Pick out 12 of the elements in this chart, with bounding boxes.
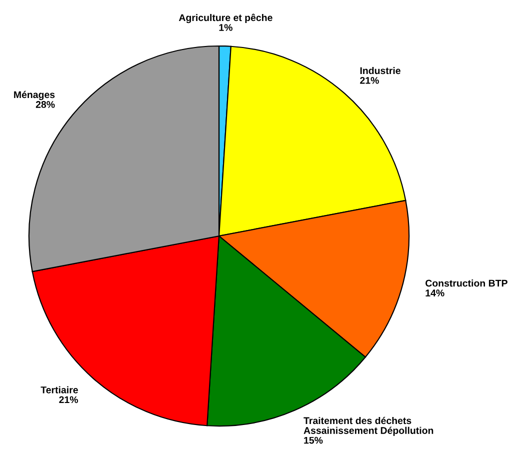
- slice-label: Tertiaire: [40, 386, 78, 394]
- data-label: 21%: [360, 76, 379, 84]
- slice-label: Industrie: [360, 66, 400, 74]
- slice-label: Agriculture et pêche: [178, 14, 272, 24]
- data-label: 1%: [219, 24, 232, 31]
- slice-label: Construction BTP: [426, 280, 508, 287]
- data-label: 15%: [304, 436, 323, 444]
- data-label: 28%: [36, 101, 55, 108]
- data-label: 14%: [426, 290, 444, 296]
- slice-label: Traitement des déchets Assainissement Dépollution: [304, 416, 434, 436]
- slice-label: Ménages: [14, 90, 55, 100]
- data-label: 21%: [59, 396, 78, 404]
